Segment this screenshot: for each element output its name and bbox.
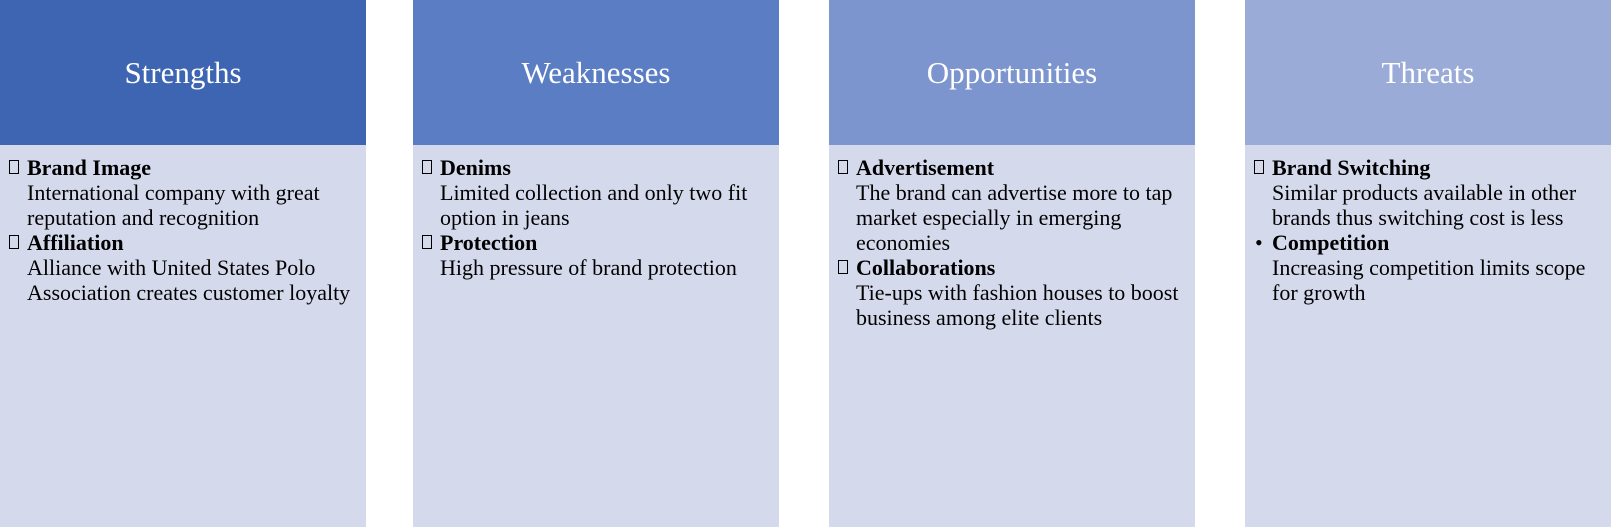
item-title: Advertisement (856, 155, 995, 180)
item-description: International company with great reputat… (27, 180, 320, 230)
threats-item-competition: • Competition Increasing competition lim… (1253, 230, 1599, 305)
threats-body: Brand Switching Similar products availab… (1245, 145, 1611, 527)
threats-item-brand-switching: Brand Switching Similar products availab… (1253, 155, 1599, 230)
opportunities-item-collaborations: Collaborations Tie-ups with fashion hous… (837, 255, 1183, 330)
strengths-column: Strengths Brand Image International comp… (0, 0, 366, 527)
box-bullet-icon (837, 255, 854, 280)
opportunities-item-advertisement: Advertisement The brand can advertise mo… (837, 155, 1183, 255)
item-description: Alliance with United States Polo Associa… (27, 255, 351, 305)
weaknesses-body: Denims Limited collection and only two f… (413, 145, 779, 527)
item-description: Increasing competition limits scope for … (1272, 255, 1586, 305)
item-description: Tie-ups with fashion houses to boost bus… (856, 280, 1179, 330)
strengths-title: Strengths (124, 54, 242, 90)
item-description: Limited collection and only two fit opti… (440, 180, 748, 230)
item-description: Similar products available in other bran… (1272, 180, 1577, 230)
box-bullet-icon (837, 155, 854, 180)
weaknesses-item-protection: Protection High pressure of brand protec… (421, 230, 767, 280)
item-description: The brand can advertise more to tap mark… (856, 180, 1173, 255)
strengths-body: Brand Image International company with g… (0, 145, 366, 527)
opportunities-title: Opportunities (926, 54, 1098, 90)
box-bullet-icon (8, 155, 25, 180)
dot-bullet-icon: • (1255, 230, 1263, 255)
strengths-header: Strengths (0, 0, 366, 145)
item-title: Brand Switching (1272, 155, 1431, 180)
weaknesses-header: Weaknesses (413, 0, 779, 145)
threats-column: Threats Brand Switching Similar products… (1245, 0, 1611, 527)
box-bullet-icon (421, 230, 438, 255)
weaknesses-title: Weaknesses (521, 54, 671, 90)
opportunities-body: Advertisement The brand can advertise mo… (829, 145, 1195, 527)
weaknesses-item-denims: Denims Limited collection and only two f… (421, 155, 767, 230)
item-title: Protection (440, 230, 538, 255)
box-bullet-icon (8, 230, 25, 255)
box-bullet-icon (1253, 155, 1270, 180)
item-title: Competition (1272, 230, 1390, 255)
strengths-item-brand-image: Brand Image International company with g… (8, 155, 354, 230)
threats-title: Threats (1381, 54, 1475, 90)
strengths-item-affiliation: Affiliation Alliance with United States … (8, 230, 354, 305)
weaknesses-column: Weaknesses Denims Limited collection and… (413, 0, 779, 527)
item-title: Denims (440, 155, 511, 180)
item-title: Brand Image (27, 155, 152, 180)
item-title: Collaborations (856, 255, 996, 280)
opportunities-header: Opportunities (829, 0, 1195, 145)
box-bullet-icon (421, 155, 438, 180)
opportunities-column: Opportunities Advertisement The brand ca… (829, 0, 1195, 527)
item-description: High pressure of brand protection (440, 255, 737, 280)
threats-header: Threats (1245, 0, 1611, 145)
item-title: Affiliation (27, 230, 124, 255)
